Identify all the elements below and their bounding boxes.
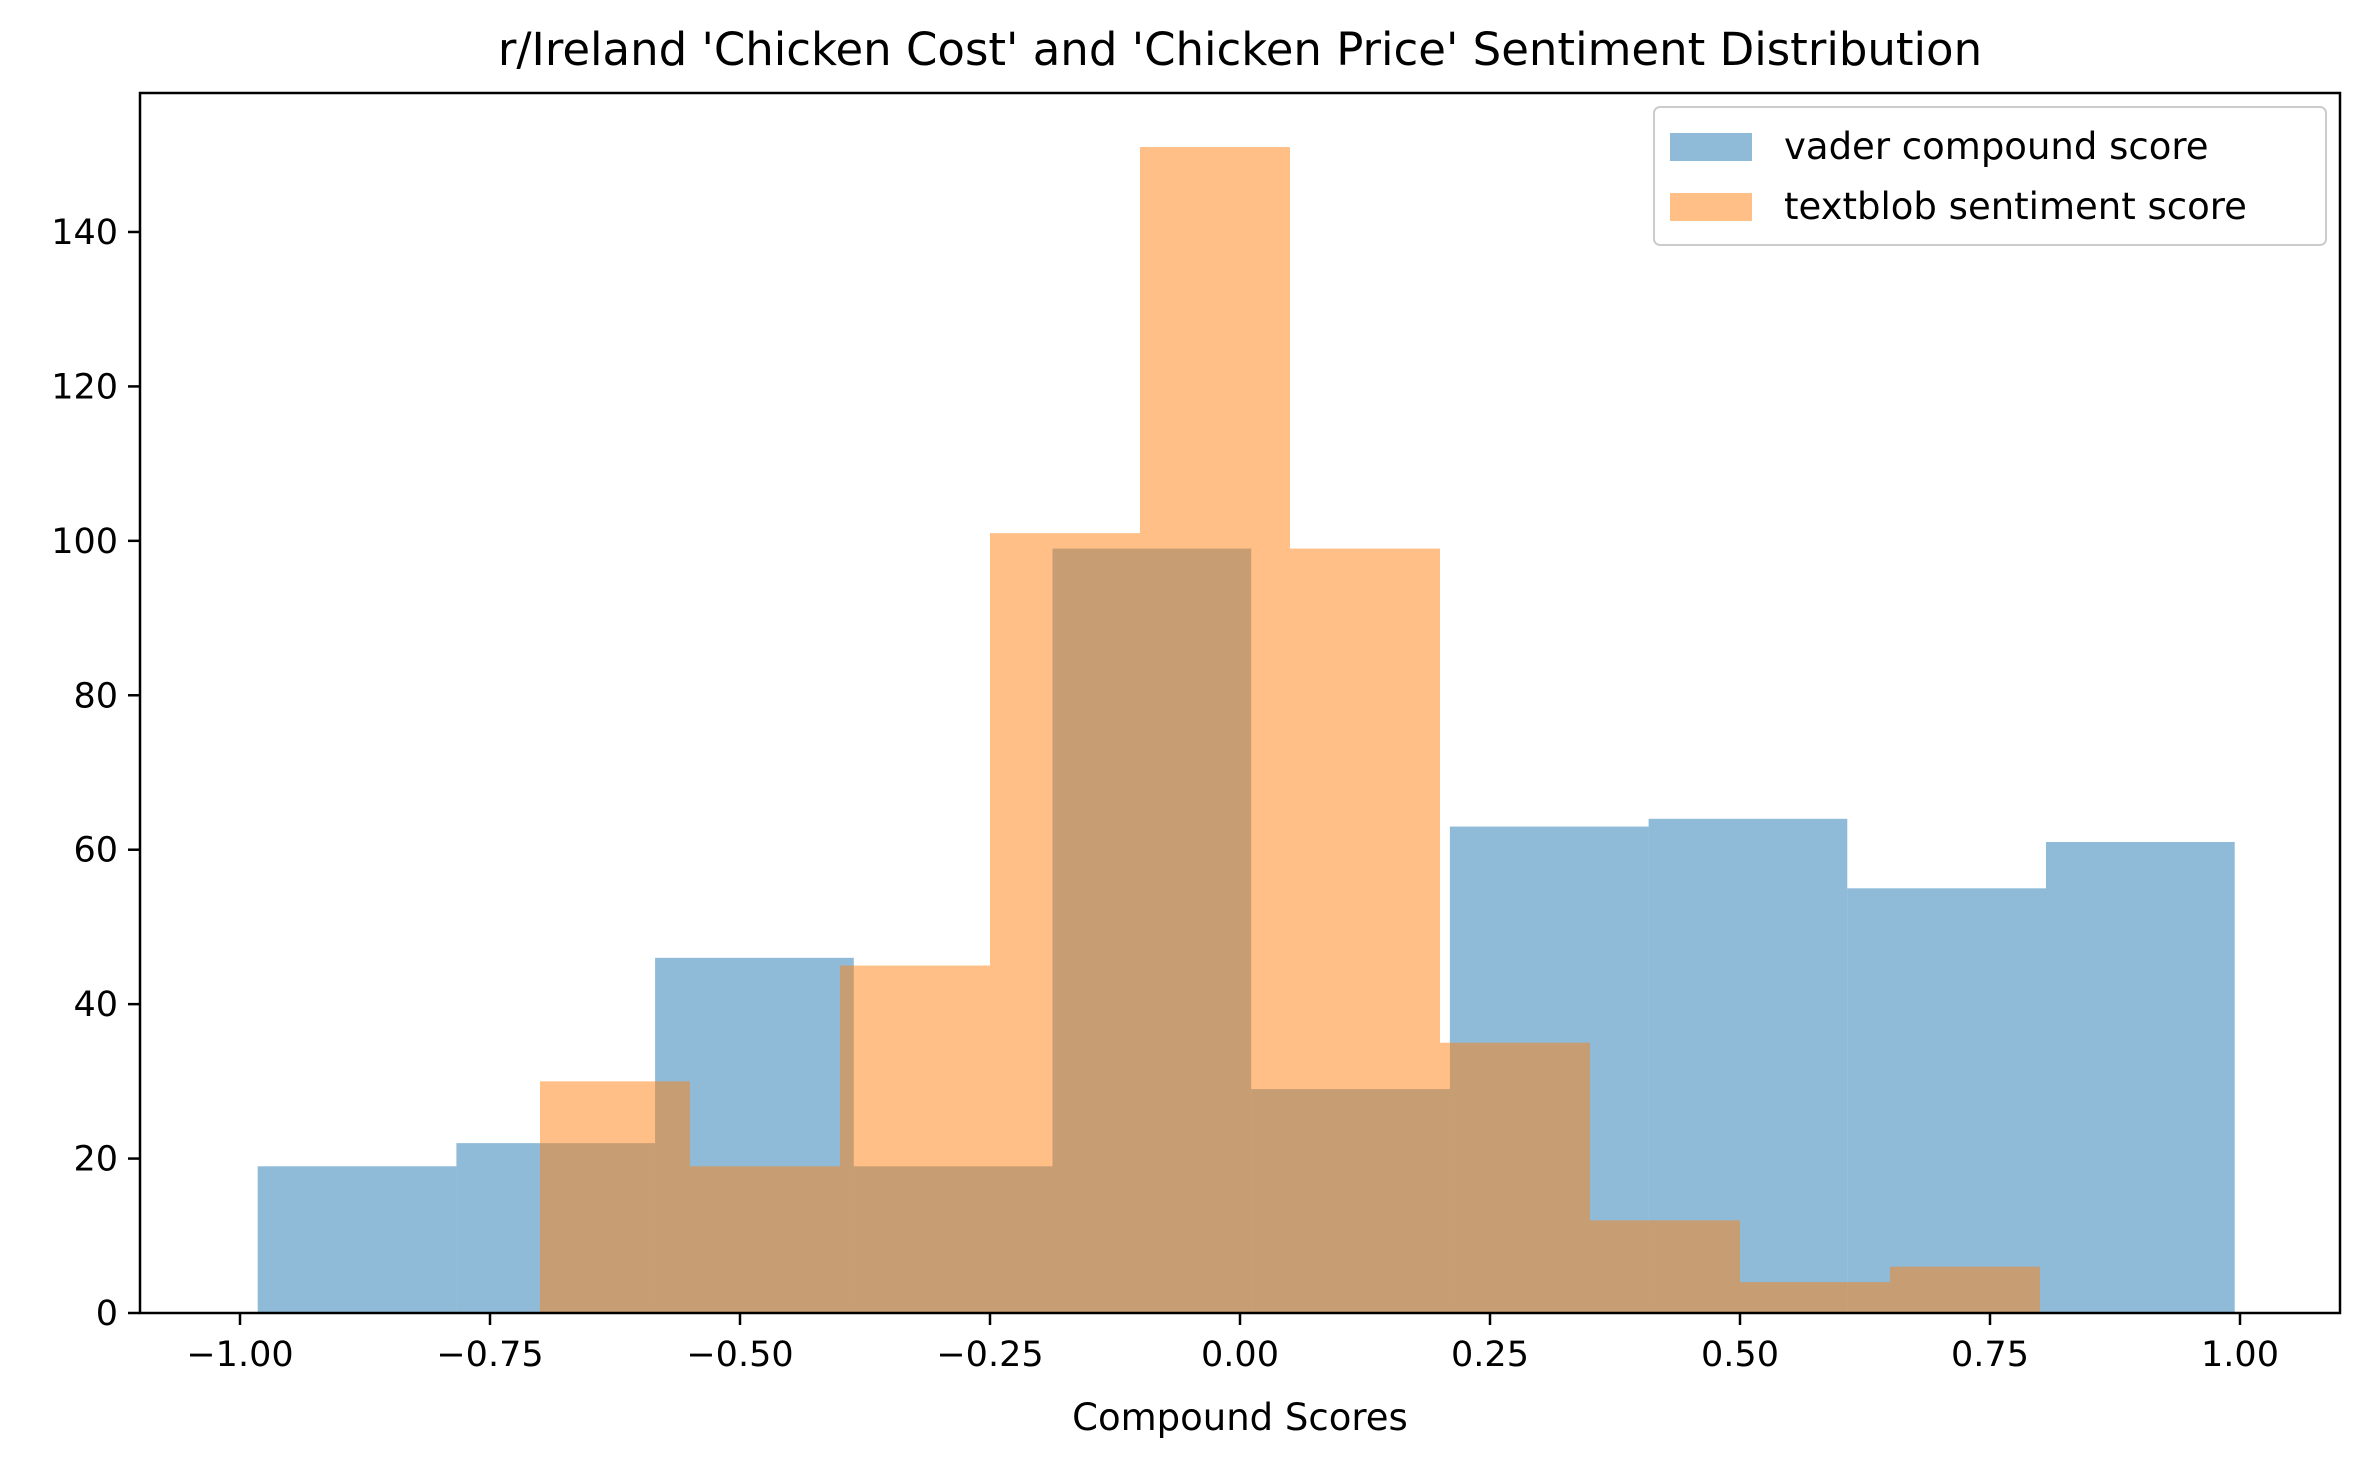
bar-series-1-bin-9 bbox=[1847, 888, 2046, 1313]
bar-series-1-bin-1 bbox=[257, 1166, 457, 1313]
y-tick-label: 120 bbox=[51, 367, 118, 407]
bar-series-1-bin-10 bbox=[2046, 841, 2235, 1313]
x-axis-label: Compound Scores bbox=[1072, 1396, 1408, 1439]
x-tick-label: 0.00 bbox=[1201, 1335, 1279, 1375]
legend-label-2: textblob sentiment score bbox=[1784, 185, 2247, 228]
legend-swatch-1 bbox=[1670, 133, 1752, 161]
bar-series-2-bin-8 bbox=[1590, 1220, 1740, 1313]
bar-series-2-bin-9 bbox=[1740, 1282, 1890, 1313]
x-axis-ticks: −1.00 −0.75 −0.50 −0.25 0.00 0.25 0.50 0.75 1.00 bbox=[186, 1313, 2279, 1375]
bar-series-2-bin-7 bbox=[1440, 1042, 1590, 1313]
legend: vader compound score textblob sentiment s… bbox=[1653, 106, 2327, 246]
chart-title: r/Ireland 'Chicken Cost' and 'Chicken Pr… bbox=[498, 23, 1982, 76]
y-tick-label: 40 bbox=[73, 985, 118, 1025]
legend-frame bbox=[1653, 106, 2327, 246]
bar-series-2-bin-3 bbox=[840, 965, 990, 1313]
y-axis-ticks: 0 20 40 60 80 100 120 140 bbox=[51, 213, 140, 1334]
x-tick-label: 1.00 bbox=[2201, 1335, 2279, 1375]
bars-layer bbox=[257, 147, 2235, 1313]
x-tick-label: −0.75 bbox=[436, 1335, 543, 1375]
y-tick-label: 60 bbox=[73, 831, 118, 871]
bar-series-2-bin-5 bbox=[1140, 147, 1290, 1313]
x-tick-label: −1.00 bbox=[186, 1335, 293, 1375]
legend-swatch-2 bbox=[1670, 193, 1752, 221]
bar-series-2-bin-6 bbox=[1290, 548, 1440, 1313]
bar-series-2-bin-10 bbox=[1890, 1266, 2040, 1313]
x-tick-label: 0.75 bbox=[1951, 1335, 2029, 1375]
bar-series-2-bin-2 bbox=[690, 1166, 840, 1313]
y-tick-label: 100 bbox=[51, 522, 118, 562]
y-tick-label: 20 bbox=[73, 1140, 118, 1180]
x-tick-label: −0.25 bbox=[936, 1335, 1043, 1375]
x-tick-label: 0.25 bbox=[1451, 1335, 1529, 1375]
x-tick-label: 0.50 bbox=[1701, 1335, 1779, 1375]
y-tick-label: 80 bbox=[73, 676, 118, 716]
y-tick-label: 140 bbox=[51, 213, 118, 253]
y-tick-label: 0 bbox=[96, 1294, 118, 1334]
x-tick-label: −0.50 bbox=[686, 1335, 793, 1375]
bar-series-2-bin-4 bbox=[990, 533, 1140, 1313]
bar-series-2-bin-1 bbox=[540, 1081, 690, 1313]
legend-label-1: vader compound score bbox=[1784, 125, 2209, 168]
